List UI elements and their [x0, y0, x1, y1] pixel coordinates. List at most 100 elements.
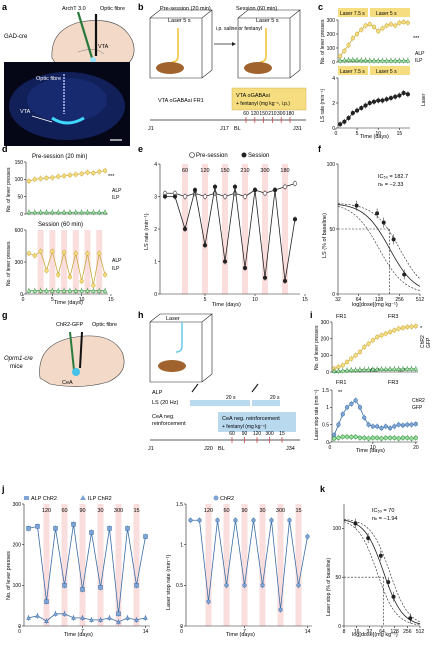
data-point: [391, 594, 396, 599]
data-point: [337, 58, 343, 63]
chart-d-top: 0 50 100 150: [15, 160, 108, 218]
x-tick-label: 5: [204, 297, 207, 303]
data-point: [331, 368, 337, 374]
data-point: [73, 172, 78, 177]
data-point: [392, 424, 397, 429]
y-tick-label: 100: [13, 583, 22, 589]
virus-needle-g: [69, 331, 75, 371]
dose-label: 120: [253, 431, 262, 437]
ci-lower: [343, 521, 421, 626]
y-tick-label: 1: [326, 405, 329, 411]
data-point: [89, 530, 94, 535]
data-point: [363, 57, 368, 63]
data-point: [413, 366, 419, 371]
panel-h-day-j34: J34: [286, 446, 295, 452]
y-tick-label: 0: [20, 212, 23, 218]
panel-k: k IC₅₀ = 70 nₕ = −1.94 Laser stop (% of …: [320, 484, 424, 638]
data-point: [162, 194, 168, 199]
data-point: [409, 422, 414, 427]
data-point: [381, 220, 386, 225]
data-point: [397, 93, 402, 98]
data-point: [362, 435, 367, 440]
y-tick-label: 0: [332, 292, 335, 298]
data-point: [358, 57, 364, 63]
data-point: [354, 57, 360, 62]
data-point: [396, 58, 402, 63]
panel-a: a GAD-cre ArchT 3.0 Optic fibre VTA Opti…: [2, 2, 135, 146]
data-point: [374, 366, 380, 372]
data-point: [402, 272, 407, 277]
panel-j-ylabel1: No. of lever presses: [6, 551, 12, 600]
data-point: [242, 583, 247, 588]
data-point: [391, 366, 397, 371]
data-point: [242, 194, 248, 199]
data-point: [376, 29, 381, 34]
panel-i-ylabel1: No. of lever presses: [314, 325, 320, 370]
chart-e: 0 1 2 3 4 5 10 15 60 120 150 210 300 180: [154, 162, 308, 303]
panel-j-xlabel-left: Time (days): [64, 632, 93, 638]
data-point: [182, 194, 188, 199]
shade-band: [49, 230, 56, 294]
panel-d: d Pre-session (20 min) *** ALP ILP No. o…: [2, 144, 122, 306]
data-point: [378, 553, 383, 558]
panel-d-label: d: [2, 144, 8, 154]
panel-c-laser1: Laser 7.5 s: [340, 11, 365, 17]
data-point: [134, 583, 139, 588]
data-point: [380, 26, 385, 31]
shade-band: [241, 504, 248, 626]
data-point: [396, 436, 401, 441]
data-point: [222, 259, 228, 264]
panel-i-stars: *: [420, 326, 423, 332]
panel-f-label: f: [318, 144, 322, 154]
panel-i-legend-gfp-b: GFP: [412, 405, 423, 411]
panel-h-laser: Laser: [166, 316, 180, 322]
panel-c-laser2: Laser 5 s: [376, 11, 397, 17]
y-tick-label: 200: [327, 32, 336, 38]
data-point: [197, 518, 202, 523]
panel-f-ic50: IC₅₀ = 182.7: [378, 174, 408, 180]
shade-band: [262, 164, 268, 294]
data-point: [262, 275, 268, 280]
data-point: [252, 187, 258, 193]
data-point: [392, 435, 397, 440]
y-tick-label: 1: [154, 259, 157, 265]
x-tick-label: 10: [375, 131, 381, 137]
data-point: [367, 22, 372, 27]
panel-e-xlabel: Time (days): [212, 302, 241, 308]
data-point: [354, 31, 360, 37]
panel-k-nh: nₕ = −1.94: [372, 516, 397, 522]
y-tick-label: 100: [15, 177, 24, 183]
data-point: [376, 98, 381, 103]
data-point: [242, 265, 248, 271]
chart-i-bottom: 0 0.5 1 1.5 0 10 20: [322, 388, 419, 451]
dose-label: 60: [182, 168, 188, 174]
x-tick-label: 128: [375, 297, 384, 303]
data-point: [26, 178, 32, 184]
y-tick-label: 300: [321, 320, 330, 326]
data-point: [366, 436, 371, 441]
data-point: [349, 356, 354, 361]
panel-b-fentanyl-box: [231, 87, 307, 111]
data-point: [102, 168, 108, 173]
panel-a-virus: ArchT 3.0: [62, 6, 86, 12]
data-point: [251, 518, 256, 523]
panel-h-fentanyl-box: [218, 412, 296, 432]
data-point: [85, 288, 90, 293]
data-point: [89, 617, 94, 622]
data-point: [409, 366, 414, 371]
shade-band: [205, 504, 212, 626]
x-tick-label: 15: [108, 297, 114, 303]
panel-i-xlabel: Time (days): [356, 448, 385, 454]
data-point: [260, 583, 265, 588]
panel-a-region: VTA: [98, 44, 109, 50]
cea-spot: [72, 368, 80, 376]
dose-label: 120: [42, 508, 51, 514]
panel-k-label: k: [320, 484, 326, 494]
panel-i-legend-chr2: ChR2: [420, 335, 426, 348]
data-point: [32, 177, 37, 182]
data-point: [44, 599, 49, 604]
panel-b-dose-ticks: 60 120 150 210 300 180: [243, 111, 294, 123]
data-point: [375, 334, 380, 340]
data-point: [287, 518, 292, 523]
data-point: [370, 338, 376, 343]
